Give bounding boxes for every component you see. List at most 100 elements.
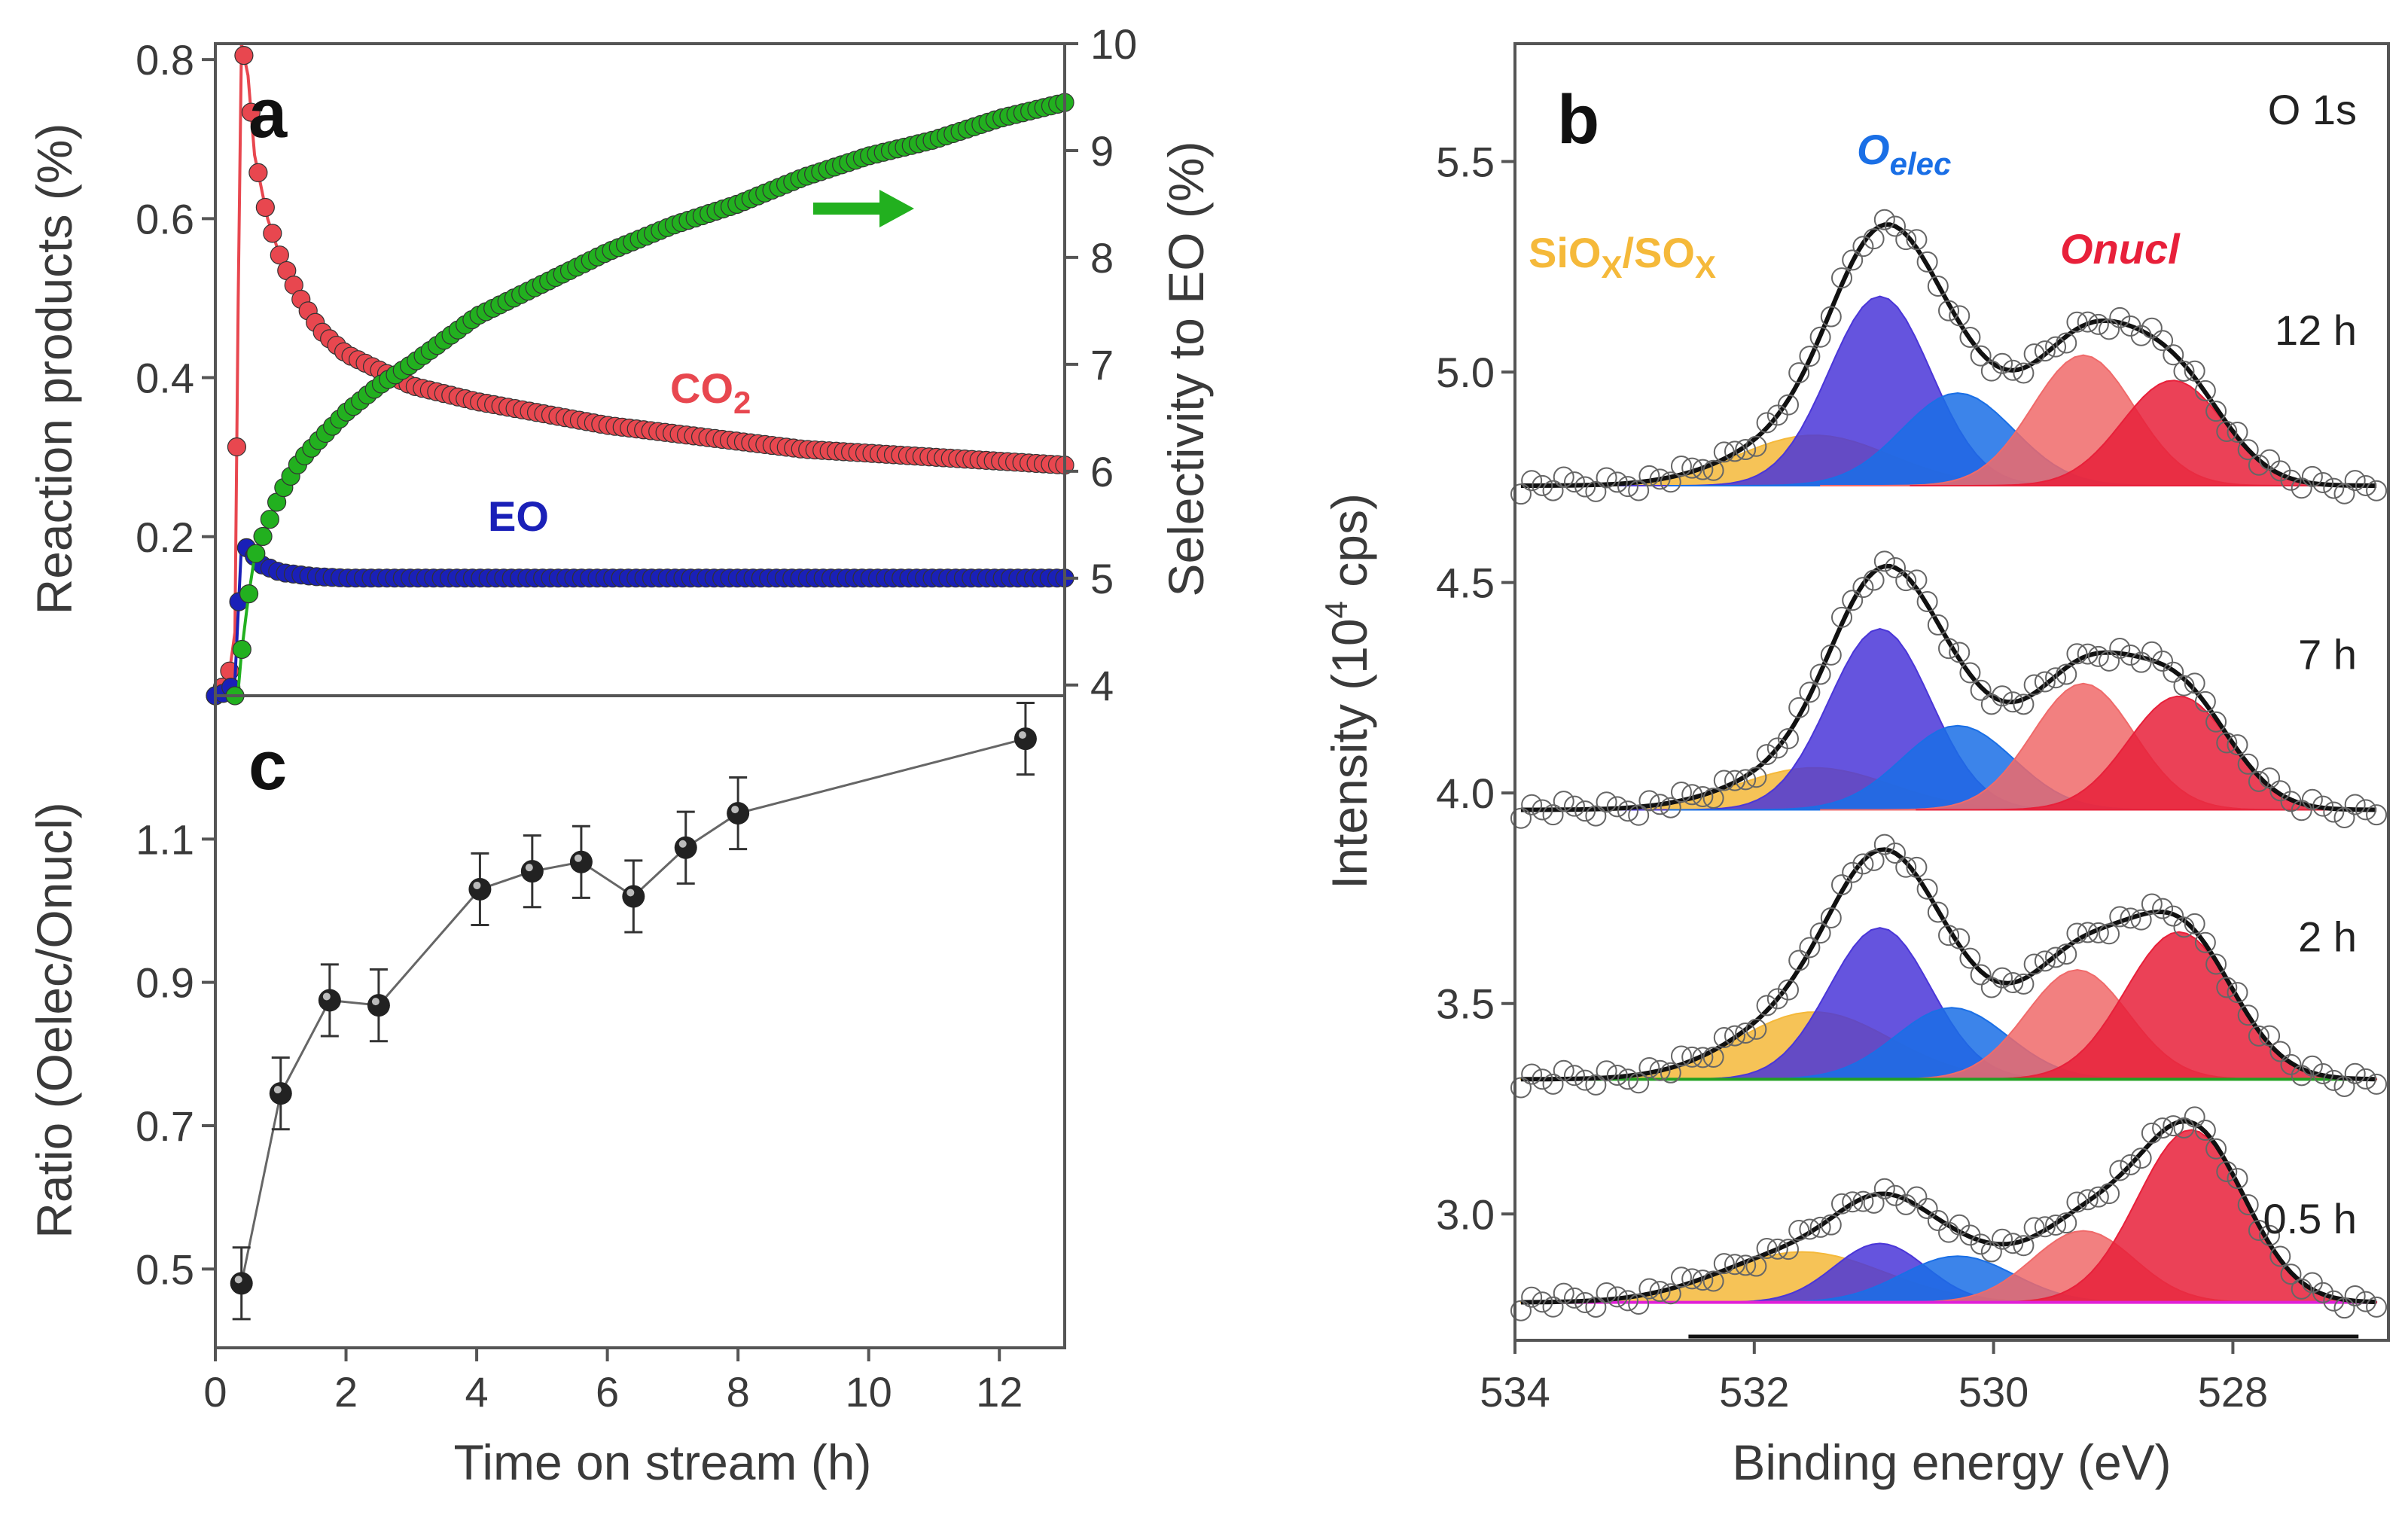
raw-data-point bbox=[2237, 1193, 2259, 1215]
raw-data-point bbox=[2205, 401, 2227, 422]
raw-data-point bbox=[2344, 1062, 2366, 1084]
time-label-2h: 2 h bbox=[2298, 913, 2357, 960]
raw-data-point bbox=[1788, 362, 1810, 384]
raw-data-point bbox=[2227, 421, 2248, 443]
raw-data-point bbox=[2323, 477, 2345, 499]
ratio-point bbox=[269, 1082, 292, 1105]
raw-data-point bbox=[1992, 685, 2013, 707]
raw-data-point bbox=[1713, 770, 1735, 791]
a-y2-tick-label: 4 bbox=[1090, 662, 1114, 709]
raw-data-point bbox=[2323, 1290, 2345, 1312]
raw-data-point bbox=[1702, 1270, 1724, 1292]
selectivity-point bbox=[260, 510, 279, 529]
panel-a-y2-axis-title: Selectivity to EO (%) bbox=[1158, 141, 1214, 596]
raw-data-point bbox=[1927, 276, 1949, 297]
raw-data-point bbox=[2184, 360, 2205, 382]
raw-data-point bbox=[1563, 1065, 1585, 1087]
raw-data-point bbox=[2194, 690, 2216, 712]
raw-data-point bbox=[1702, 787, 1724, 809]
raw-data-point bbox=[2023, 1217, 2045, 1239]
raw-data-point bbox=[2130, 325, 2152, 346]
raw-data-point bbox=[2087, 313, 2109, 335]
envelope-fit bbox=[1520, 1119, 2377, 1305]
raw-data-point bbox=[1606, 796, 1628, 818]
raw-data-point bbox=[1992, 967, 2013, 989]
raw-data-point bbox=[1735, 769, 1757, 791]
raw-data-point bbox=[1606, 1064, 1628, 1086]
raw-data-point bbox=[1596, 467, 1617, 489]
ratio-point bbox=[468, 877, 492, 901]
raw-data-point bbox=[2248, 1025, 2269, 1047]
panel-b-time-labels: 12 h 7 h 2 h 0.5 h bbox=[2263, 306, 2357, 1242]
b-x-tick-label: 530 bbox=[1958, 1368, 2029, 1416]
raw-data-point bbox=[1574, 800, 1596, 822]
envelope-fit bbox=[1520, 563, 2377, 812]
raw-data-point bbox=[2269, 780, 2291, 802]
raw-data-point bbox=[1756, 995, 1778, 1017]
raw-data-point bbox=[1692, 459, 1714, 480]
raw-data-point bbox=[1585, 1296, 1607, 1318]
raw-data-point bbox=[2237, 753, 2259, 775]
raw-data-point bbox=[2227, 734, 2248, 756]
raw-data-point bbox=[2333, 806, 2355, 828]
c-y-tick-label: 0.7 bbox=[136, 1102, 194, 1150]
raw-data-point bbox=[2002, 359, 2024, 381]
ratio-point-highlight bbox=[525, 864, 533, 872]
raw-data-point bbox=[1959, 947, 1981, 969]
panel-a-right-axis: 4 5 6 7 8 9 10 bbox=[1065, 20, 1137, 709]
raw-data-point bbox=[2023, 343, 2045, 365]
raw-data-point bbox=[2248, 454, 2269, 476]
raw-data-point bbox=[2066, 643, 2088, 665]
raw-data-point bbox=[2184, 672, 2205, 694]
raw-data-point bbox=[1563, 471, 1585, 493]
raw-data-point bbox=[1885, 842, 1907, 864]
a-y2-tick-label: 8 bbox=[1090, 234, 1114, 282]
raw-data-point bbox=[1724, 770, 1745, 791]
raw-data-point bbox=[1649, 468, 1671, 490]
raw-data-point bbox=[1585, 480, 1607, 502]
ratio-point bbox=[318, 989, 341, 1012]
co2-point bbox=[255, 197, 275, 218]
raw-data-point bbox=[2109, 638, 2131, 660]
raw-data-point bbox=[2366, 1296, 2388, 1318]
raw-data-point bbox=[2056, 943, 2077, 965]
ratio-line bbox=[240, 737, 1026, 1284]
raw-data-point bbox=[1606, 1286, 1628, 1308]
raw-data-point bbox=[1970, 679, 1992, 701]
o1s-label: O 1s bbox=[2268, 86, 2357, 133]
raw-data-point bbox=[1670, 781, 1692, 803]
raw-data-point bbox=[1873, 834, 1895, 855]
eo-line bbox=[215, 541, 1065, 697]
raw-data-point bbox=[2077, 643, 2099, 665]
raw-data-point bbox=[1949, 305, 1971, 327]
raw-data-point bbox=[2344, 794, 2366, 815]
panel-c: 0.5 0.7 0.9 1.1 0 2 4 6 8 10 12 c Ratio (Oelec/On… bbox=[26, 694, 1066, 1490]
raw-data-point bbox=[1521, 1286, 1543, 1308]
raw-data-point bbox=[1628, 1293, 1650, 1315]
raw-data-point bbox=[2227, 1168, 2248, 1190]
panel-c-plot-area bbox=[230, 702, 1037, 1321]
raw-data-point bbox=[1916, 251, 1938, 273]
panel-c-letter: c bbox=[248, 727, 287, 804]
raw-data-point bbox=[1852, 577, 1874, 599]
raw-data-point bbox=[2333, 1297, 2355, 1319]
raw-data-point bbox=[1521, 1063, 1543, 1085]
raw-data-point bbox=[2194, 379, 2216, 401]
c-x-tick-label: 8 bbox=[727, 1368, 750, 1416]
raw-data-point bbox=[2023, 674, 2045, 696]
raw-data-point bbox=[1906, 856, 1928, 878]
raw-data-point bbox=[1873, 1178, 1895, 1199]
co2-point bbox=[248, 163, 268, 182]
selectivity-point bbox=[239, 584, 259, 604]
oelec-legend: Oelec bbox=[1857, 126, 1951, 181]
raw-data-point bbox=[1724, 1254, 1745, 1276]
raw-data-point bbox=[1980, 360, 2002, 382]
raw-data-point bbox=[2366, 804, 2388, 826]
raw-data-point bbox=[1628, 1072, 1650, 1094]
raw-data-point bbox=[1916, 590, 1938, 612]
b-y-tick-label: 4.0 bbox=[1436, 770, 1495, 817]
panel-a: 0.2 0.4 0.6 0.8 4 5 6 7 8 9 10 a Reaction product… bbox=[26, 20, 1214, 709]
raw-data-point bbox=[1980, 693, 2002, 715]
ratio-point-highlight bbox=[371, 998, 379, 1006]
raw-data-point bbox=[2301, 788, 2323, 810]
